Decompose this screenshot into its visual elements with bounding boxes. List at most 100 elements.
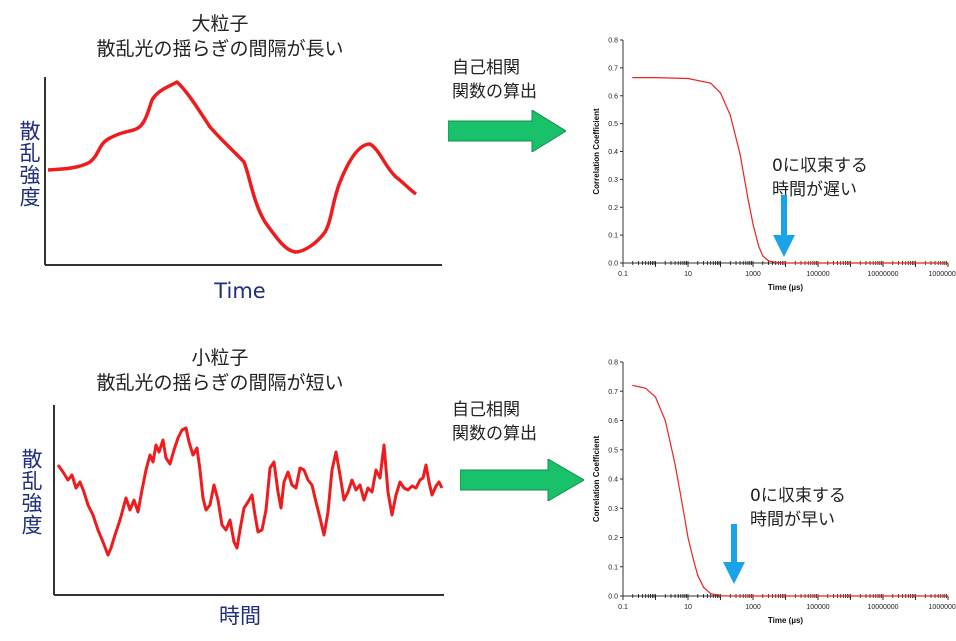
top-signal-ylabel: 散乱強度 (17, 120, 41, 208)
chart-y-tick-label: 0.3 (608, 177, 618, 184)
bottom-title-line1: 小粒子 (191, 347, 249, 369)
chart-x-tick-label: 1000000000 (929, 604, 956, 611)
bottom-signal-plot (53, 405, 444, 596)
chart-y-tick-label: 0.7 (608, 389, 618, 396)
top-process-line2: 関数の算出 (452, 82, 537, 102)
chart-x-tick-label: 100000 (806, 271, 829, 278)
top-green-arrow (448, 110, 566, 152)
chart-data-point (849, 262, 852, 264)
chart-data-point (654, 396, 657, 398)
bottom-green-arrow (460, 459, 584, 501)
bottom-note-line2: 時間が早い (750, 510, 835, 530)
chart-y-tick-label: 0.2 (608, 535, 618, 542)
chart-y-axis-title: Correlation Coefficient (592, 436, 601, 523)
chart-data-point (767, 260, 770, 262)
chart-data-point (739, 153, 741, 155)
chart-y-tick-label: 0.4 (608, 149, 618, 156)
chart-data-point (702, 586, 705, 588)
chart-y-tick-label: 0.8 (608, 360, 618, 367)
chart-data-point (784, 262, 787, 264)
bottom-process-line1: 自己相関 (452, 400, 520, 420)
chart-x-tick-label: 1000 (745, 604, 761, 611)
chart-data-point (758, 245, 760, 247)
top-signal-trace (47, 80, 418, 254)
bottom-signal-trace (56, 426, 444, 557)
chart-data-point (729, 114, 731, 116)
bottom-signal-xlabel: 時間 (219, 604, 261, 628)
chart-y-tick-label: 0.0 (608, 594, 618, 601)
chart-data-point (710, 82, 712, 84)
top-title-line2: 散乱光の揺らぎの間隔が長い (96, 38, 344, 60)
chart-data-point (632, 77, 634, 79)
chart-y-tick-label: 0.0 (608, 261, 618, 268)
top-note: 0に収束する 時間が遅い (772, 154, 868, 202)
chart-y-tick-label: 0.4 (608, 477, 618, 484)
chart-y-tick-label: 0.1 (608, 564, 618, 571)
bottom-title: 小粒子 散乱光の揺らぎの間隔が短い (60, 346, 380, 396)
chart-data-point (775, 261, 777, 264)
top-process-line1: 自己相関 (452, 58, 520, 78)
top-note-line2: 時間が遅い (772, 180, 857, 200)
chart-y-tick-label: 0.7 (608, 65, 618, 72)
chart-y-tick-label: 0.6 (608, 418, 618, 425)
top-signal-xlabel: Time (214, 279, 266, 303)
chart-x-tick-label: 10000000 (867, 271, 898, 278)
chart-x-tick-label: 1000000000 (929, 271, 956, 278)
chart-x-tick-label: 10 (684, 271, 692, 278)
chart-y-tick-label: 0.8 (608, 38, 618, 45)
chart-x-tick-label: 100000 (806, 604, 829, 611)
chart-data-point (645, 387, 647, 389)
top-process-label: 自己相関 関数の算出 (452, 56, 537, 104)
chart-data-point (632, 384, 634, 386)
chart-y-tick-label: 0.2 (608, 205, 618, 212)
chart-x-axis-title: Time (µs) (768, 616, 803, 625)
bottom-process-label: 自己相関 関数の算出 (452, 398, 537, 446)
chart-data-point (697, 574, 699, 577)
bottom-blue-arrow-shape (723, 524, 745, 584)
chart-correlation-curve (632, 76, 948, 264)
bottom-process-line2: 関数の算出 (452, 424, 537, 444)
chart-data-point (752, 223, 754, 225)
chart-data-point (719, 92, 722, 94)
chart-data-point (947, 595, 949, 597)
chart-x-axis-title: Time (µs) (768, 283, 803, 292)
chart-data-point (747, 198, 749, 200)
chart-data-point (947, 262, 949, 264)
top-title-line1: 大粒子 (191, 13, 249, 35)
top-green-arrow-shape (448, 110, 566, 152)
top-blue-arrow-shape (773, 195, 795, 257)
chart-data-point (687, 536, 689, 539)
bottom-note-line1: 0に収束する (750, 486, 846, 506)
chart-x-tick-label: 10 (684, 604, 692, 611)
bottom-signal-ylabel: 散乱強度 (19, 448, 43, 536)
chart-data-point (693, 560, 695, 562)
top-correlation-chart: 0.00.10.20.30.40.50.60.70.80.1 10 1000 1000… (592, 38, 956, 293)
chart-data-point (762, 255, 764, 257)
chart-data-point (729, 595, 731, 597)
bottom-correlation-chart: 0.00.10.20.30.40.50.60.70.80.1 10 1000 1000… (592, 360, 956, 626)
chart-data-point (687, 77, 689, 80)
bottom-blue-arrow (723, 524, 745, 584)
top-signal-plot (44, 77, 442, 266)
chart-y-tick-label: 0.1 (608, 233, 618, 240)
chart-y-axis-title: Correlation Coefficient (592, 108, 601, 195)
bottom-title-line2: 散乱光の揺らぎの間隔が短い (96, 372, 344, 394)
bottom-green-arrow-shape (460, 459, 584, 501)
chart-data-point (654, 77, 657, 79)
chart-y-tick-label: 0.5 (608, 447, 618, 454)
chart-data-point (710, 593, 712, 595)
chart-data-point (682, 507, 684, 509)
top-title: 大粒子 散乱光の揺らぎの間隔が長い (60, 12, 380, 62)
top-blue-arrow (773, 195, 795, 257)
top-note-line1: 0に収束する (772, 156, 868, 176)
chart-data-point (664, 419, 666, 422)
chart-data-point (674, 463, 676, 465)
chart-x-tick-label: 0.1 (618, 271, 628, 278)
chart-y-tick-label: 0.6 (608, 93, 618, 100)
chart-x-tick-label: 0.1 (618, 604, 628, 611)
chart-x-tick-label: 10000000 (867, 604, 898, 611)
chart-x-tick-label: 1000 (745, 271, 761, 278)
chart-data-point (719, 595, 722, 597)
chart-y-tick-label: 0.5 (608, 121, 618, 128)
chart-y-tick-label: 0.3 (608, 506, 618, 513)
